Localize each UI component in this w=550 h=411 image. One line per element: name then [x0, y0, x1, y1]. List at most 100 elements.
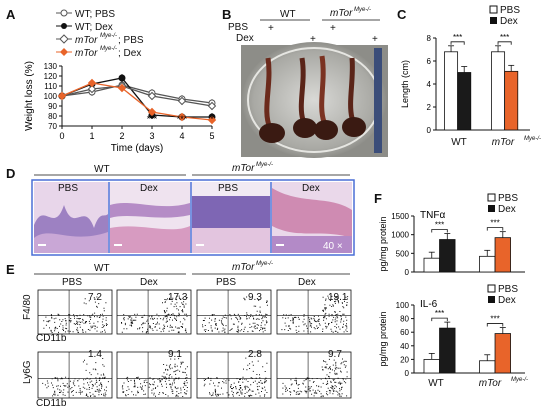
legend-a-wt-pbs: WT; PBS: [75, 9, 115, 20]
f1-bar: [479, 255, 496, 273]
a-xtick-label: 3: [149, 131, 154, 141]
panel-label-d: D: [6, 166, 15, 181]
histology-panels: [31, 179, 355, 256]
e-scatter-dots: [281, 295, 349, 333]
a-series-line: [61, 85, 213, 107]
legend-a-mtor-dex-sup: Mye-/-: [100, 46, 117, 52]
panel-label-b: B: [222, 7, 231, 22]
a-ytick-label: 130: [44, 62, 58, 71]
f1-title: TNFα: [420, 210, 445, 221]
panel-label-e: E: [6, 262, 15, 277]
e-row1-label: F4/80: [22, 294, 33, 320]
d-tile-label-1: PBS: [58, 183, 78, 194]
e-plot-frame: [116, 351, 192, 399]
photo-b-plus-3: +: [330, 23, 336, 34]
legend-a-mtor-pbs-sup: Mye-/-: [100, 33, 117, 39]
e-r2-v4: 9.7: [328, 349, 342, 360]
a-series-line: [61, 84, 213, 104]
photo-b-mtor-sup: Mye-/-: [354, 7, 371, 13]
c-sig-label: ***: [453, 33, 462, 42]
e-r1-v2: 17.3: [168, 292, 188, 303]
a-series-line: [61, 82, 213, 121]
panel-label-f: F: [374, 191, 382, 206]
d-header-mtor: mTor: [232, 163, 255, 174]
legend-c-dex: Dex: [500, 16, 518, 27]
f-xlabel-wt: WT: [428, 378, 444, 389]
e-row2-label: Ly6G: [22, 360, 33, 384]
e-r1-v3: 9.3: [248, 292, 262, 303]
a-xtick-label: 2: [119, 131, 124, 141]
c-ytick-label: 8: [427, 34, 432, 43]
photo-b-header: WT mTor Mye-/- PBS Dex + + + +: [228, 7, 380, 45]
d-tile-label-3: PBS: [218, 183, 238, 194]
a-point: [207, 115, 217, 125]
c-bar: [491, 51, 506, 131]
e-scatter-dots: [121, 358, 188, 397]
photo-b-dex-label: Dex: [236, 33, 254, 44]
legend-c-pbs: PBS: [500, 5, 520, 16]
e-plot-frame: [196, 351, 272, 399]
e-col-label-4: Dex: [298, 277, 316, 288]
d-header-wt: WT: [94, 164, 110, 175]
photo-b-plus-1: +: [268, 23, 274, 34]
legend-a: WT; PBS WT; Dex mTor Mye-/- ; PBS mTor M…: [56, 9, 144, 59]
e-header-mtor-sup: Mye-/-: [256, 261, 273, 267]
c-xlabel-mtor-sup: Mye-/-: [524, 136, 541, 142]
legend-f-top: PBS Dex: [487, 193, 518, 215]
a-xtick-label: 1: [89, 131, 94, 141]
f1-sig-label: ***: [435, 221, 444, 230]
a-significance: ***: [177, 114, 188, 124]
f1-ytick-label: 1000: [391, 231, 409, 240]
d-tile-label-2: Dex: [140, 183, 158, 194]
a-point: [87, 78, 97, 88]
c-xlabel-wt: WT: [451, 137, 467, 148]
photo-b-wt: WT: [280, 9, 296, 20]
e-r2-v1: 1.4: [88, 349, 102, 360]
c-ytick-label: 2: [427, 103, 432, 112]
e-r1-v4: 19.1: [328, 292, 348, 303]
f2-title: IL-6: [420, 299, 438, 310]
a-ytick-label: 120: [44, 72, 58, 81]
legend-f2-pbs: PBS: [498, 284, 518, 295]
a-point: [57, 91, 67, 101]
e-plot-frame: [276, 351, 352, 399]
d-magnification: 40 ×: [323, 241, 343, 252]
a-point: [117, 83, 127, 93]
e-r2-v3: 2.8: [248, 349, 262, 360]
legend-a-mtor-pbs-name: mTor: [75, 35, 98, 46]
legend-a-mtor-dex-tail: ; Dex: [118, 48, 141, 59]
e-scatter-dots: [121, 295, 188, 334]
flow-plots: [37, 289, 352, 399]
legend-f1-pbs: PBS: [498, 193, 518, 204]
legend-c: PBS Dex: [489, 5, 520, 27]
a-series-line: [61, 77, 212, 118]
f2-bar: [494, 333, 511, 374]
c-sig-label: ***: [500, 33, 509, 42]
a-significance: *: [210, 114, 214, 124]
a-point: [147, 91, 157, 101]
a-point: [177, 112, 187, 122]
a-ytick-label: 80: [48, 112, 57, 121]
a-point: [207, 101, 217, 111]
c-ylabel: Length (cm): [400, 60, 410, 108]
a-ytick-label: 100: [44, 92, 58, 101]
c-sig-bracket: [497, 41, 512, 45]
f2-ytick-label: 100: [396, 301, 410, 310]
f2-ytick-label: 0: [405, 369, 410, 378]
f-xlabel-mtor: mTor: [479, 378, 502, 389]
c-ytick-label: 4: [427, 80, 432, 89]
f1-ytick-label: 1500: [391, 212, 409, 221]
a-ylabel: Weight loss (%): [24, 61, 35, 131]
panel-label-c: C: [397, 7, 407, 22]
f1-bar: [494, 237, 511, 273]
e-row1-xlabel: CD11b: [36, 333, 67, 344]
f2-sig-bracket: [486, 323, 504, 327]
f2-ytick-label: 60: [400, 328, 409, 337]
e-scatter-dots: [43, 296, 108, 333]
f2-sig-bracket: [431, 317, 448, 322]
c-sig-bracket: [450, 41, 465, 45]
a-point: [177, 96, 187, 106]
e-row2-xlabel: CD11b: [36, 398, 67, 409]
